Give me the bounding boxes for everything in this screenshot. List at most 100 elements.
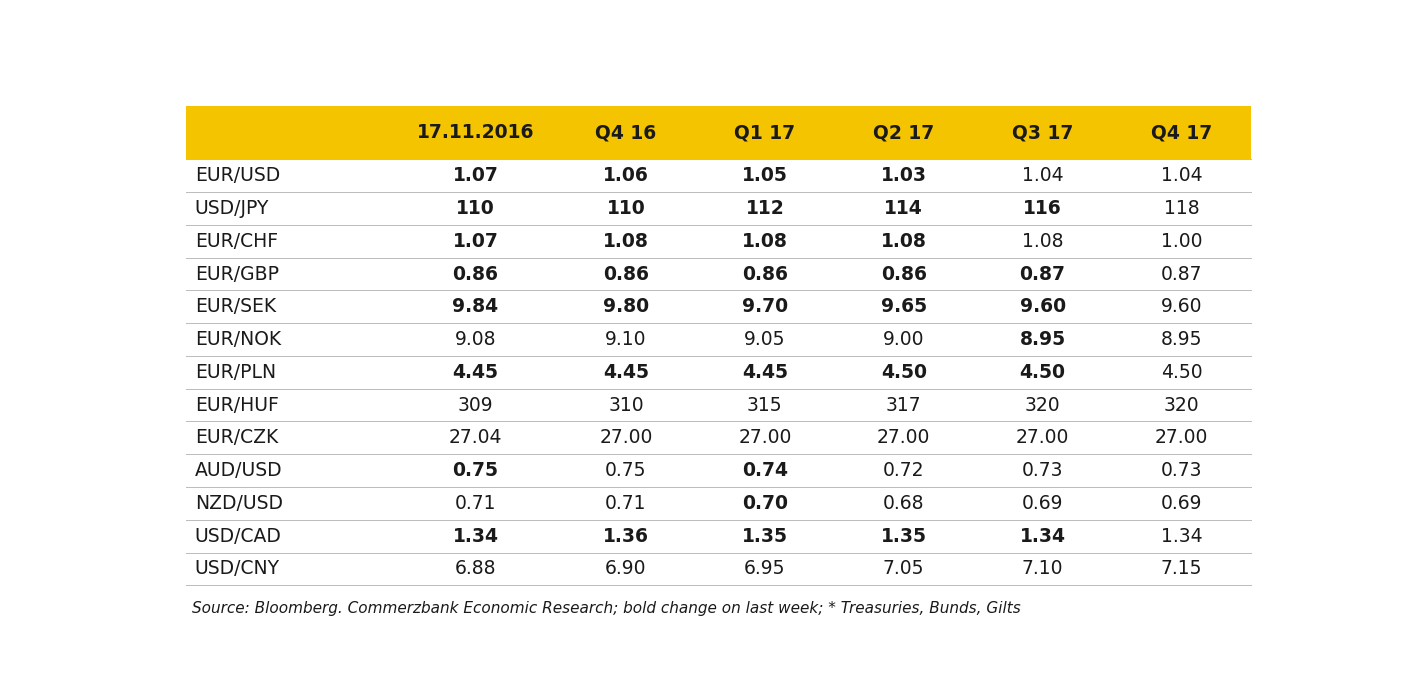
Text: USD/JPY: USD/JPY: [195, 199, 269, 218]
Text: 1.34: 1.34: [453, 526, 499, 545]
Text: 6.95: 6.95: [744, 559, 785, 578]
Text: EUR/GBP: EUR/GBP: [195, 265, 279, 284]
Text: 0.73: 0.73: [1022, 461, 1063, 480]
Text: 317: 317: [886, 395, 921, 414]
Text: EUR/SEK: EUR/SEK: [195, 298, 276, 316]
Text: 9.80: 9.80: [603, 298, 649, 316]
FancyBboxPatch shape: [1112, 106, 1251, 160]
Text: 1.07: 1.07: [453, 167, 498, 186]
Text: 1.08: 1.08: [603, 232, 649, 251]
Text: 1.05: 1.05: [742, 167, 788, 186]
Text: 320: 320: [1164, 395, 1199, 414]
Text: 0.69: 0.69: [1022, 494, 1063, 513]
Text: EUR/NOK: EUR/NOK: [195, 330, 280, 349]
Text: 0.75: 0.75: [606, 461, 646, 480]
Text: EUR/USD: EUR/USD: [195, 167, 280, 186]
Text: 0.86: 0.86: [742, 265, 788, 284]
Text: 6.90: 6.90: [606, 559, 646, 578]
Text: 1.03: 1.03: [880, 167, 927, 186]
Text: EUR/HUF: EUR/HUF: [195, 395, 279, 414]
Text: 9.84: 9.84: [453, 298, 499, 316]
Text: 0.87: 0.87: [1019, 265, 1066, 284]
Text: 27.00: 27.00: [1016, 428, 1070, 447]
Text: 320: 320: [1025, 395, 1060, 414]
Text: 1.00: 1.00: [1161, 232, 1203, 251]
Text: 1.06: 1.06: [603, 167, 649, 186]
Text: 27.00: 27.00: [737, 428, 792, 447]
Text: USD/CAD: USD/CAD: [195, 526, 282, 545]
Text: 4.50: 4.50: [1019, 363, 1066, 382]
Text: 27.00: 27.00: [599, 428, 652, 447]
Text: 27.00: 27.00: [878, 428, 931, 447]
Text: 4.45: 4.45: [453, 363, 499, 382]
Text: 7.15: 7.15: [1161, 559, 1203, 578]
Text: 27.00: 27.00: [1155, 428, 1209, 447]
Text: Q1 17: Q1 17: [735, 123, 795, 142]
Text: Q4 16: Q4 16: [596, 123, 656, 142]
Text: 0.68: 0.68: [883, 494, 924, 513]
Text: 9.10: 9.10: [606, 330, 646, 349]
Text: 9.08: 9.08: [454, 330, 496, 349]
Text: 0.69: 0.69: [1161, 494, 1203, 513]
Text: 1.35: 1.35: [742, 526, 788, 545]
Text: 4.50: 4.50: [880, 363, 927, 382]
FancyBboxPatch shape: [394, 106, 557, 160]
Text: 0.87: 0.87: [1161, 265, 1203, 284]
FancyBboxPatch shape: [695, 106, 834, 160]
Text: 1.35: 1.35: [880, 526, 927, 545]
Text: 0.70: 0.70: [742, 494, 788, 513]
Text: 1.34: 1.34: [1019, 526, 1066, 545]
FancyBboxPatch shape: [186, 106, 394, 160]
Text: 9.00: 9.00: [883, 330, 924, 349]
Text: 118: 118: [1164, 199, 1199, 218]
FancyBboxPatch shape: [973, 106, 1112, 160]
Text: 110: 110: [607, 199, 645, 218]
Text: 110: 110: [456, 199, 495, 218]
Text: 8.95: 8.95: [1161, 330, 1203, 349]
Text: 9.05: 9.05: [744, 330, 785, 349]
Text: 310: 310: [608, 395, 644, 414]
Text: 17.11.2016: 17.11.2016: [416, 123, 534, 142]
Text: EUR/CZK: EUR/CZK: [195, 428, 278, 447]
Text: 114: 114: [885, 199, 923, 218]
Text: 4.50: 4.50: [1161, 363, 1203, 382]
Text: 1.08: 1.08: [742, 232, 788, 251]
Text: 1.04: 1.04: [1161, 167, 1203, 186]
Text: 315: 315: [747, 395, 782, 414]
Text: AUD/USD: AUD/USD: [195, 461, 282, 480]
Text: 0.86: 0.86: [603, 265, 649, 284]
Text: 0.72: 0.72: [883, 461, 924, 480]
Text: EUR/CHF: EUR/CHF: [195, 232, 278, 251]
Text: Q2 17: Q2 17: [873, 123, 934, 142]
Text: 1.08: 1.08: [880, 232, 927, 251]
Text: Q3 17: Q3 17: [1012, 123, 1074, 142]
Text: 9.60: 9.60: [1019, 298, 1066, 316]
Text: 1.07: 1.07: [453, 232, 498, 251]
Text: 1.08: 1.08: [1022, 232, 1063, 251]
Text: 309: 309: [457, 395, 494, 414]
Text: 8.95: 8.95: [1019, 330, 1066, 349]
FancyBboxPatch shape: [834, 106, 973, 160]
Text: 112: 112: [746, 199, 784, 218]
Text: 1.36: 1.36: [603, 526, 649, 545]
Text: 4.45: 4.45: [603, 363, 649, 382]
Text: 0.86: 0.86: [453, 265, 499, 284]
Text: 0.71: 0.71: [454, 494, 496, 513]
Text: EUR/PLN: EUR/PLN: [195, 363, 276, 382]
Text: Q4 17: Q4 17: [1151, 123, 1213, 142]
Text: Source: Bloomberg. Commerzbank Economic Research; bold change on last week; * Tr: Source: Bloomberg. Commerzbank Economic …: [192, 601, 1021, 617]
Text: 9.65: 9.65: [880, 298, 927, 316]
Text: 9.70: 9.70: [742, 298, 788, 316]
Text: 9.60: 9.60: [1161, 298, 1203, 316]
Text: 6.88: 6.88: [454, 559, 496, 578]
Text: 4.45: 4.45: [742, 363, 788, 382]
Text: 1.04: 1.04: [1022, 167, 1063, 186]
Text: 116: 116: [1023, 199, 1061, 218]
Text: 1.34: 1.34: [1161, 526, 1203, 545]
Text: 0.71: 0.71: [606, 494, 646, 513]
Text: 0.75: 0.75: [453, 461, 499, 480]
Text: 0.73: 0.73: [1161, 461, 1203, 480]
Text: NZD/USD: NZD/USD: [195, 494, 283, 513]
Text: 7.10: 7.10: [1022, 559, 1063, 578]
Text: 27.04: 27.04: [449, 428, 502, 447]
